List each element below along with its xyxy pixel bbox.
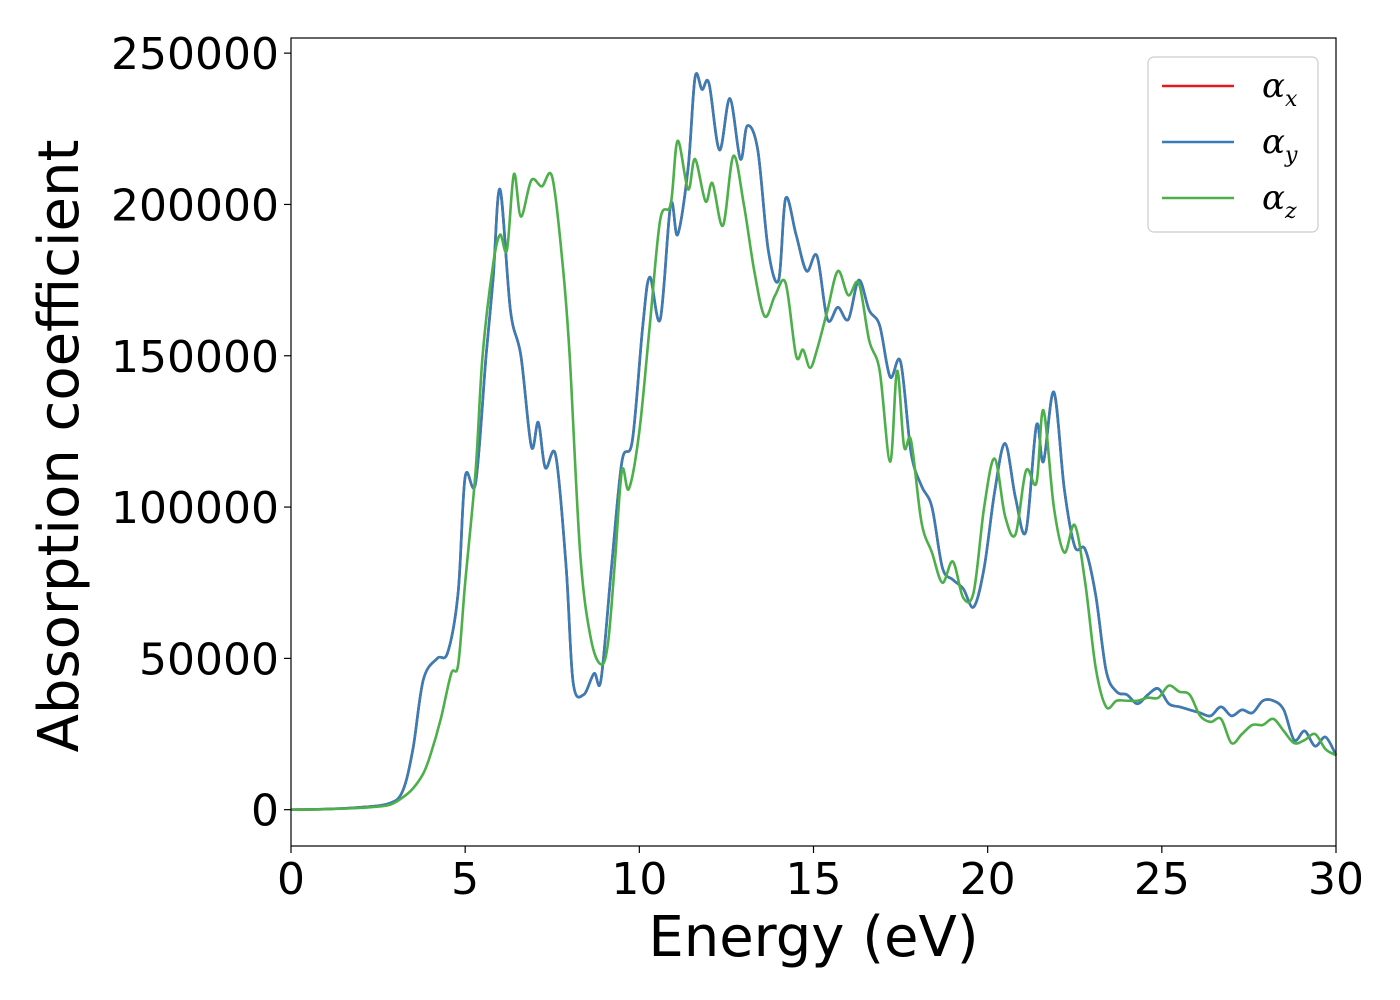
legend-label-z: αz <box>1262 178 1297 224</box>
chart-legend: αx αy αz <box>1147 56 1319 233</box>
series-line-y <box>290 72 1338 811</box>
x-axis-title: Energy (eV) <box>648 905 978 970</box>
x-tick-label: 15 <box>786 854 842 905</box>
x-tick-label: 10 <box>611 854 667 905</box>
legend-label-y: αy <box>1262 122 1298 168</box>
y-tick-label: 250000 <box>111 29 279 80</box>
y-tick-label: 150000 <box>111 332 279 383</box>
plot-lines <box>290 72 1338 811</box>
y-tick-label: 0 <box>251 786 279 837</box>
y-tick-label: 200000 <box>111 180 279 231</box>
x-tick-label: 25 <box>1134 854 1190 905</box>
legend-label-x: αx <box>1262 66 1298 112</box>
y-tick-label: 100000 <box>111 483 279 534</box>
series-line-z <box>290 139 1337 811</box>
x-axis-ticks: 0 5 10 15 20 25 30 <box>277 846 1364 905</box>
x-tick-label: 0 <box>277 854 305 905</box>
x-tick-label: 5 <box>451 854 479 905</box>
y-axis-title: Absorption coefficient <box>27 140 92 753</box>
x-tick-label: 20 <box>960 854 1016 905</box>
legend-box <box>1147 56 1319 233</box>
y-tick-label: 50000 <box>139 634 279 685</box>
y-axis-ticks: 0 50000 100000 150000 200000 250000 <box>111 29 291 837</box>
x-tick-label: 30 <box>1308 854 1364 905</box>
